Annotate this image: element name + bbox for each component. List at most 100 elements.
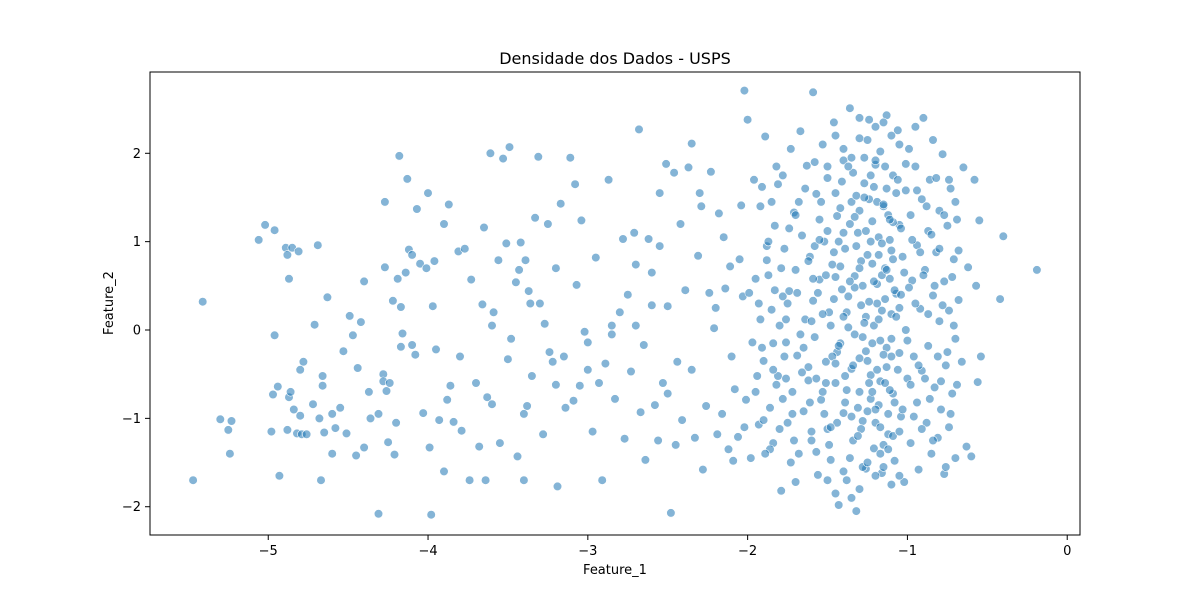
data-point xyxy=(821,378,831,388)
data-point xyxy=(869,182,879,192)
data-point xyxy=(373,409,384,419)
data-point xyxy=(298,357,309,367)
data-point xyxy=(778,394,788,404)
data-point xyxy=(864,297,874,307)
data-point xyxy=(909,351,919,362)
data-point xyxy=(858,332,868,342)
data-point xyxy=(720,283,730,294)
data-point xyxy=(512,451,523,462)
data-point xyxy=(905,438,916,448)
data-point xyxy=(583,337,593,348)
data-point xyxy=(880,378,890,388)
data-point xyxy=(878,117,889,127)
data-point xyxy=(808,296,818,306)
data-point xyxy=(695,188,705,198)
data-point xyxy=(474,442,484,452)
data-point xyxy=(803,375,814,386)
data-point xyxy=(941,462,951,472)
data-point xyxy=(223,425,233,435)
data-point xyxy=(655,188,665,198)
data-point xyxy=(811,447,821,457)
data-point xyxy=(838,228,849,238)
data-point xyxy=(504,142,515,152)
data-point xyxy=(519,409,529,419)
data-point xyxy=(894,303,905,313)
data-point xyxy=(949,321,959,331)
data-point xyxy=(947,272,957,282)
data-point xyxy=(937,300,948,310)
data-point xyxy=(862,250,873,260)
data-point xyxy=(519,475,529,485)
data-point xyxy=(698,465,708,475)
data-point xyxy=(750,274,761,284)
data-point xyxy=(800,184,810,194)
data-point xyxy=(778,170,788,180)
data-point xyxy=(886,351,897,362)
data-point xyxy=(316,475,326,485)
data-point xyxy=(995,294,1005,304)
data-point xyxy=(711,303,721,313)
data-point xyxy=(658,378,668,388)
data-point xyxy=(885,385,895,395)
data-point xyxy=(774,321,785,331)
data-point xyxy=(843,161,853,172)
data-point xyxy=(755,314,766,325)
data-point xyxy=(845,276,855,287)
data-point xyxy=(829,117,839,127)
data-point xyxy=(888,431,898,441)
data-point xyxy=(822,173,833,183)
data-point xyxy=(669,168,679,178)
y-axis-label: Feature_2 xyxy=(102,271,117,335)
data-point xyxy=(284,274,294,284)
data-point xyxy=(877,238,887,248)
data-point xyxy=(838,466,849,477)
data-point xyxy=(760,131,770,142)
data-point xyxy=(286,387,296,397)
data-point xyxy=(816,197,826,207)
data-point xyxy=(455,351,465,362)
data-point xyxy=(749,175,759,185)
data-point xyxy=(838,144,849,154)
data-point xyxy=(862,406,873,416)
data-point xyxy=(885,235,895,245)
data-point xyxy=(866,237,876,247)
data-point xyxy=(653,435,663,446)
data-point xyxy=(501,238,511,248)
data-point xyxy=(806,316,817,326)
data-point xyxy=(610,394,620,404)
data-point xyxy=(921,418,932,428)
data-point xyxy=(795,329,806,340)
data-point xyxy=(861,226,871,236)
data-point xyxy=(771,161,782,172)
data-point xyxy=(905,380,916,390)
data-point xyxy=(928,435,938,446)
data-point xyxy=(782,418,793,428)
data-point xyxy=(274,471,285,481)
data-point xyxy=(862,356,873,366)
data-point xyxy=(864,115,874,125)
data-point xyxy=(570,179,580,189)
y-tick-label: −2 xyxy=(122,500,141,515)
data-point xyxy=(663,389,673,399)
y-tick-label: −1 xyxy=(122,412,141,427)
data-point xyxy=(810,241,820,251)
data-point xyxy=(904,283,914,293)
data-point xyxy=(937,149,948,159)
data-point xyxy=(754,298,764,309)
data-point xyxy=(853,431,863,441)
data-point xyxy=(837,284,847,295)
data-point xyxy=(818,309,828,319)
data-point xyxy=(830,359,841,369)
data-point xyxy=(944,175,954,185)
data-point xyxy=(846,412,857,422)
data-point xyxy=(485,148,496,158)
data-point xyxy=(851,506,861,516)
data-point xyxy=(969,175,980,185)
data-point xyxy=(294,246,304,256)
data-point xyxy=(477,299,488,310)
data-point xyxy=(487,399,497,409)
x-tick-label: −2 xyxy=(738,544,757,559)
data-point xyxy=(634,124,644,134)
data-point xyxy=(489,307,499,317)
data-point xyxy=(429,256,440,266)
